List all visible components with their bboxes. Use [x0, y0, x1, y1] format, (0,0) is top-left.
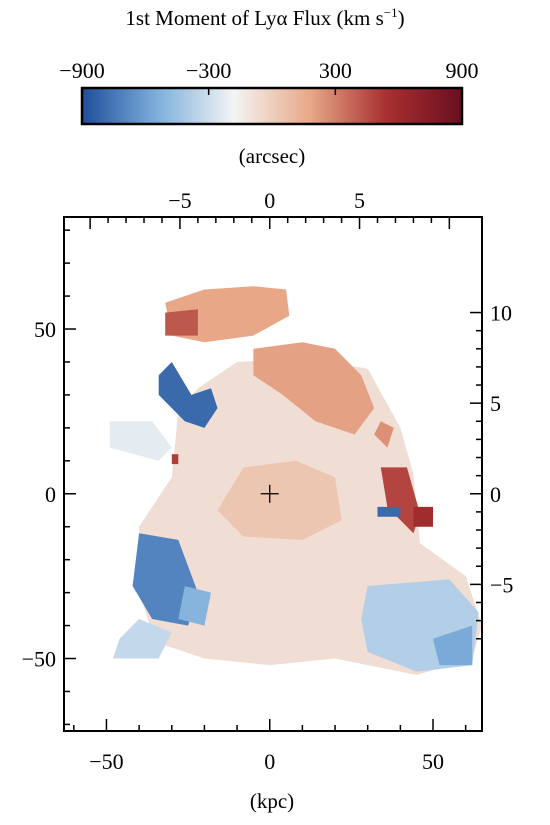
- heatmap-region: [253, 342, 375, 435]
- colorbar-tick-label: −300: [186, 58, 231, 83]
- colorbar-tick-label: 300: [319, 58, 352, 83]
- right-tick-label: −5: [490, 572, 513, 597]
- bottom-axis-label: (kpc): [250, 789, 294, 813]
- top-tick-label: −5: [168, 188, 191, 213]
- heatmap-region: [374, 421, 394, 448]
- top-tick-label: 5: [354, 188, 365, 213]
- left-tick-label: −50: [22, 647, 56, 672]
- right-tick-label: 0: [490, 482, 501, 507]
- colorbar-tick-label: −900: [59, 58, 104, 83]
- left-tick-label: 50: [34, 317, 56, 342]
- heatmap-regions: [109, 286, 482, 675]
- colorbar: [80, 86, 464, 126]
- heatmap-region: [217, 460, 342, 540]
- top-axis-label: (arcsec): [239, 144, 305, 168]
- colorbar-title: 1st Moment of Lyα Flux (km s−1): [125, 5, 404, 30]
- bottom-tick-label: −50: [89, 749, 123, 774]
- left-tick-label: 0: [45, 482, 56, 507]
- plot-frame: [63, 216, 483, 732]
- heatmap-region: [158, 362, 218, 428]
- heatmap-region: [109, 421, 172, 461]
- heatmap-region: [377, 506, 401, 517]
- heatmap-region: [165, 309, 198, 336]
- bottom-tick-label: 0: [264, 749, 275, 774]
- top-tick-label: 0: [264, 188, 275, 213]
- heatmap-region: [178, 586, 211, 626]
- axis-ticks: [64, 217, 482, 731]
- center-marker: [260, 484, 279, 503]
- heatmap-region: [113, 619, 172, 659]
- heatmap-region: [171, 454, 179, 465]
- right-tick-label: 10: [490, 301, 512, 326]
- heatmap-region: [413, 506, 433, 527]
- heatmap-region: [380, 467, 420, 534]
- heatmap-region: [433, 625, 473, 666]
- right-tick-label: 5: [490, 391, 501, 416]
- colorbar-tick-label: 900: [446, 58, 479, 83]
- colorbar-tick-labels: −900 −300 300 900: [59, 58, 478, 83]
- bottom-tick-label: 50: [422, 749, 444, 774]
- colorbar-ticks: [81, 88, 463, 95]
